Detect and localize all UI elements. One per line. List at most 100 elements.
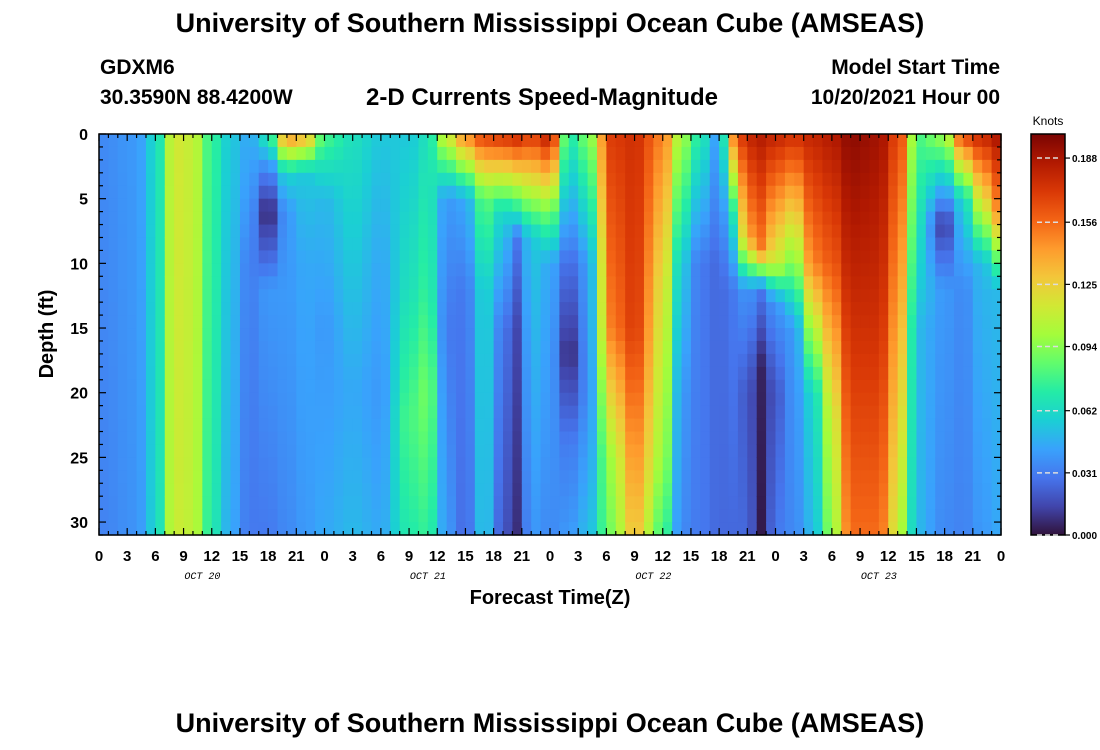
heatmap-cell bbox=[117, 315, 128, 329]
heatmap-cell bbox=[860, 211, 871, 226]
station-coordinates: 30.3590N 88.4200W bbox=[100, 86, 293, 109]
heatmap-cell bbox=[897, 483, 908, 497]
heatmap-cell bbox=[437, 263, 448, 277]
heatmap-cell bbox=[474, 496, 485, 510]
heatmap-cell bbox=[794, 483, 805, 497]
heatmap-cell bbox=[690, 211, 701, 226]
heatmap-cell bbox=[258, 198, 269, 213]
heatmap-cell bbox=[766, 444, 777, 458]
heatmap-cell bbox=[944, 328, 955, 342]
heatmap-cell bbox=[174, 522, 185, 536]
heatmap-cell bbox=[991, 172, 1002, 187]
heatmap-cell bbox=[465, 470, 476, 484]
heatmap-cell bbox=[728, 302, 739, 316]
heatmap-cell bbox=[935, 198, 946, 213]
x-tick-label: 3 bbox=[574, 548, 582, 565]
heatmap-cell bbox=[634, 470, 645, 484]
heatmap-cell bbox=[643, 315, 654, 329]
heatmap-cell bbox=[728, 224, 739, 239]
heatmap-cell bbox=[756, 353, 767, 368]
heatmap-cell bbox=[672, 470, 683, 484]
heatmap-cell bbox=[418, 405, 429, 420]
heatmap-cell bbox=[775, 353, 786, 368]
heatmap-cell bbox=[888, 340, 899, 355]
heatmap-cell bbox=[155, 172, 166, 187]
heatmap-cell bbox=[615, 198, 626, 213]
heatmap-cell bbox=[521, 405, 532, 420]
heatmap-cell bbox=[531, 224, 542, 239]
heatmap-cell bbox=[709, 237, 720, 252]
heatmap-cell bbox=[907, 444, 918, 458]
heatmap-cell bbox=[277, 263, 288, 277]
heatmap-cell bbox=[211, 522, 222, 536]
heatmap-cell bbox=[737, 366, 748, 381]
heatmap-cell bbox=[643, 379, 654, 394]
heatmap-cell bbox=[963, 366, 974, 381]
heatmap-cell bbox=[963, 444, 974, 458]
heatmap-cell bbox=[907, 159, 918, 174]
heatmap-cell bbox=[841, 483, 852, 497]
heatmap-cell bbox=[747, 159, 758, 174]
heatmap-cell bbox=[399, 159, 410, 174]
heatmap-cell bbox=[117, 211, 128, 226]
heatmap-cell bbox=[794, 146, 805, 161]
heatmap-cell bbox=[747, 302, 758, 316]
heatmap-cell bbox=[343, 302, 354, 316]
heatmap-cell bbox=[550, 431, 560, 446]
heatmap-cell bbox=[615, 146, 626, 161]
heatmap-cell bbox=[230, 418, 241, 433]
heatmap-cell bbox=[286, 509, 297, 523]
heatmap-cell bbox=[230, 289, 241, 303]
heatmap-cell bbox=[841, 237, 852, 252]
heatmap-cell bbox=[625, 263, 636, 277]
heatmap-cell bbox=[982, 340, 993, 355]
heatmap-cell bbox=[221, 483, 232, 497]
heatmap-cell bbox=[268, 379, 279, 394]
heatmap-cell bbox=[127, 276, 138, 290]
heatmap-cell bbox=[737, 470, 748, 484]
heatmap-cell bbox=[794, 431, 805, 446]
heatmap-cell bbox=[587, 496, 598, 510]
heatmap-cell bbox=[474, 224, 485, 239]
heatmap-cell bbox=[221, 392, 232, 407]
heatmap-cell bbox=[343, 340, 354, 355]
heatmap-cell bbox=[268, 172, 279, 187]
heatmap-cell bbox=[672, 302, 683, 316]
heatmap-cell bbox=[99, 250, 109, 264]
heatmap-cell bbox=[418, 379, 429, 394]
colorbar-tick-label: 0.094 bbox=[1072, 343, 1097, 354]
heatmap-cell bbox=[822, 302, 833, 316]
heatmap-cell bbox=[954, 172, 965, 187]
heatmap-cell bbox=[493, 522, 504, 536]
heatmap-cell bbox=[700, 237, 711, 252]
heatmap-cell bbox=[155, 431, 166, 446]
heatmap-cell bbox=[850, 237, 861, 252]
heatmap-cell bbox=[192, 172, 203, 187]
heatmap-cell bbox=[963, 392, 974, 407]
heatmap-cell bbox=[775, 366, 786, 381]
heatmap-cell bbox=[935, 431, 946, 446]
heatmap-cell bbox=[117, 470, 128, 484]
heatmap-cell bbox=[409, 263, 420, 277]
heatmap-cell bbox=[343, 134, 354, 148]
heatmap-cell bbox=[850, 444, 861, 458]
heatmap-cell bbox=[625, 146, 636, 161]
heatmap-cell bbox=[568, 146, 579, 161]
heatmap-cell bbox=[737, 431, 748, 446]
heatmap-cell bbox=[869, 444, 880, 458]
heatmap-cell bbox=[578, 276, 589, 290]
heatmap-cell bbox=[596, 418, 607, 433]
heatmap-cell bbox=[615, 418, 626, 433]
heatmap-cell bbox=[709, 418, 720, 433]
heatmap-cell bbox=[136, 483, 147, 497]
heatmap-cell bbox=[794, 263, 805, 277]
heatmap-cell bbox=[766, 250, 777, 264]
heatmap-cell bbox=[99, 509, 109, 523]
heatmap-cell bbox=[775, 340, 786, 355]
heatmap-cell bbox=[296, 315, 307, 329]
heatmap-cell bbox=[596, 353, 607, 368]
heatmap-cell bbox=[737, 457, 748, 471]
heatmap-cell bbox=[456, 340, 467, 355]
heatmap-cell bbox=[446, 340, 457, 355]
heatmap-cell bbox=[277, 483, 288, 497]
